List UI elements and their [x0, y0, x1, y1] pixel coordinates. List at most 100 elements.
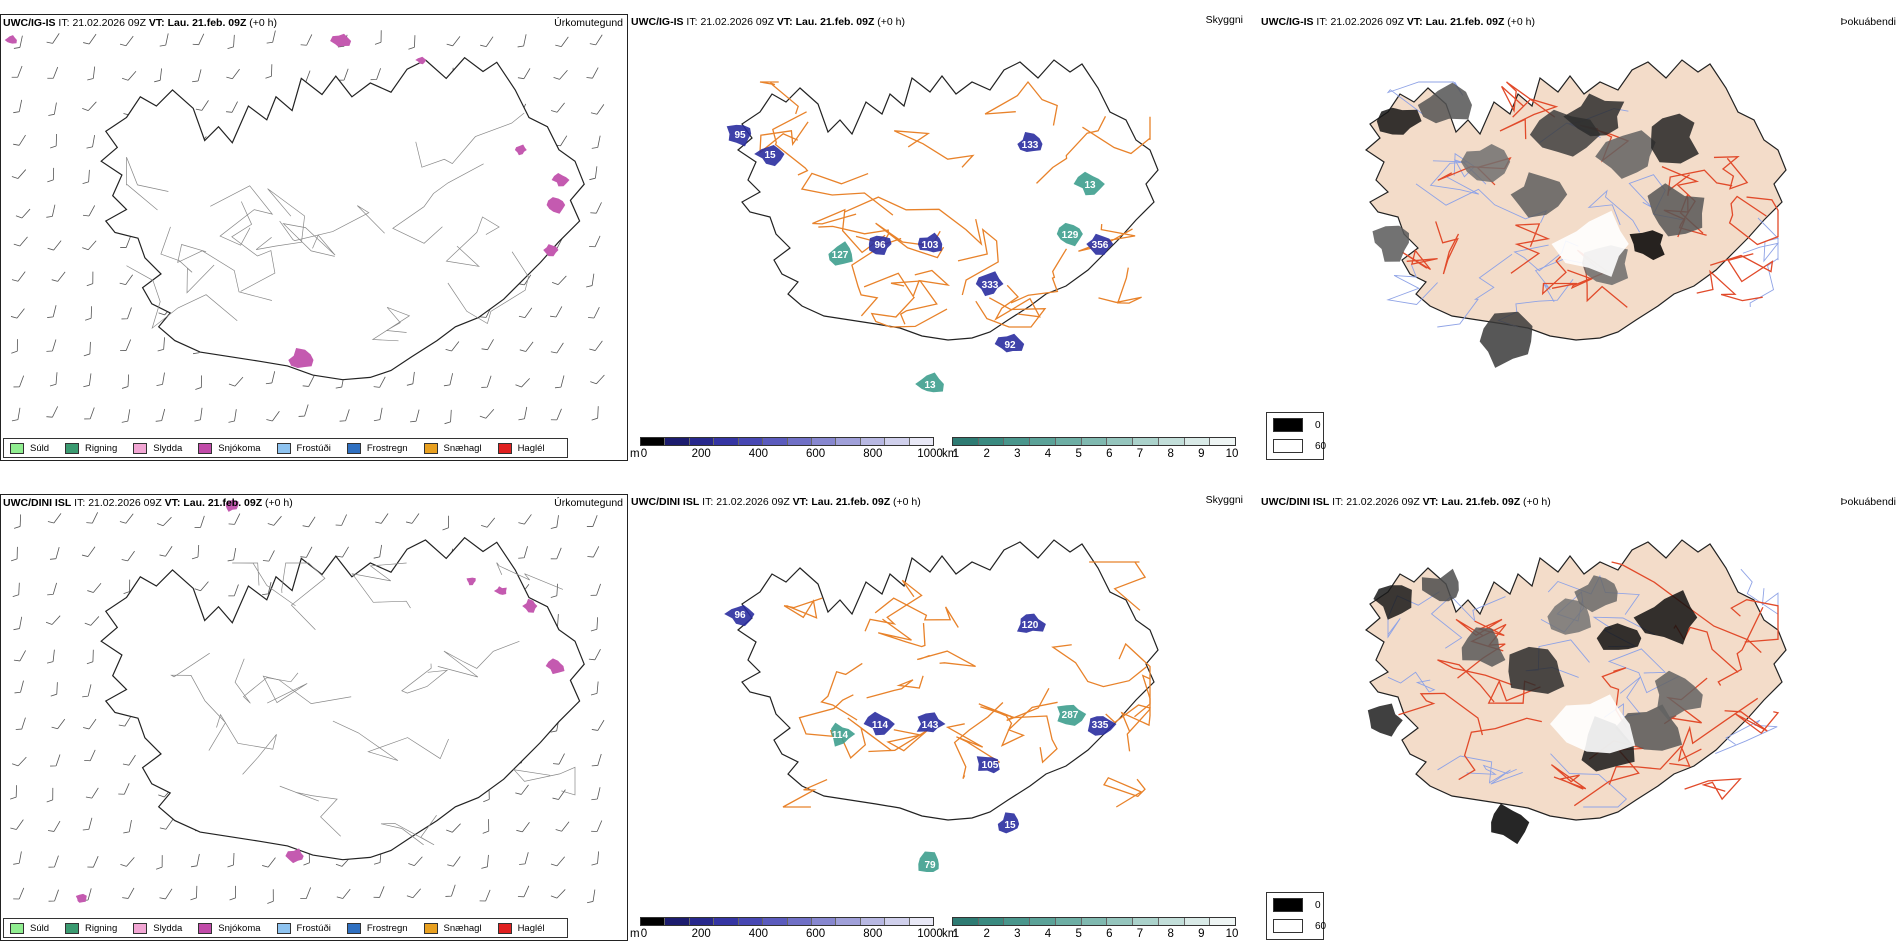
road-line — [1036, 116, 1107, 184]
road-line — [281, 562, 326, 631]
road-line — [890, 280, 938, 325]
wind-barb — [373, 376, 386, 388]
precip-legend-label: Snjókoma — [218, 922, 261, 934]
precip-legend-swatch — [423, 442, 438, 454]
wind-barb — [519, 852, 529, 865]
road-line — [975, 297, 1047, 328]
fog-indicator-area — [1574, 575, 1618, 613]
wind-barb — [50, 134, 57, 149]
wind-barb — [442, 515, 449, 531]
fog-indicator-map-row1: UWC/IG-IS IT: 21.02.2026 09Z VT: Lau. 21… — [1248, 14, 1900, 461]
it-label: IT: — [1332, 496, 1344, 508]
wind-barb — [190, 853, 200, 868]
vt-label: VT: — [1422, 496, 1439, 508]
wind-barb — [47, 167, 55, 183]
visibility-value-label: 95 — [734, 130, 746, 141]
wind-barb — [123, 819, 132, 834]
colorbar-tick-label: 4 — [1044, 448, 1052, 460]
colorbar-tick-label: 9 — [1198, 928, 1205, 940]
low-visibility-area — [754, 145, 785, 167]
precip-legend-label: Snjókoma — [218, 442, 261, 454]
snowfall-area — [288, 348, 314, 368]
wind-barb — [517, 68, 531, 80]
colorbar-tick-label: 800 — [863, 928, 883, 940]
wind-barb — [552, 789, 566, 800]
wind-barb — [121, 70, 137, 81]
wind-barb — [445, 884, 456, 897]
wind-barb — [589, 340, 603, 351]
road-line — [893, 130, 975, 168]
wind-barb — [120, 236, 131, 248]
wind-barb — [159, 546, 173, 557]
low-visibility-area — [1087, 716, 1117, 736]
wind-barb — [375, 513, 389, 524]
wind-barb — [14, 514, 22, 529]
visibility-value-label: 129 — [1062, 230, 1079, 241]
road-line — [126, 156, 169, 211]
road-line — [262, 675, 352, 704]
low-visibility-area — [976, 756, 1000, 774]
colorbar-segment — [811, 438, 837, 445]
meter-colorbar-strip — [640, 437, 934, 446]
wind-barb — [11, 271, 26, 282]
vt-value: Lau. 21.feb. 09Z — [1425, 16, 1505, 28]
wind-barb — [49, 372, 58, 387]
wind-barb — [13, 375, 25, 388]
wind-barb — [10, 785, 17, 800]
low-visibility-area — [1073, 171, 1105, 196]
wind-barb — [555, 36, 569, 47]
wind-barb — [159, 819, 174, 830]
wind-barb — [11, 65, 23, 78]
road-line — [1466, 764, 1517, 775]
fog-legend-label: 0 — [1315, 899, 1321, 911]
wind-barb — [13, 134, 26, 146]
snowfall-area — [225, 499, 239, 512]
visibility-km-colorbar: km 1 2 3 4 5 6 7 8 9 10 — [942, 915, 1242, 941]
visibility-value-label: 287 — [1062, 710, 1079, 721]
low-visibility-area — [918, 851, 939, 872]
wind-barb — [122, 887, 135, 899]
fog-indicator-area — [1479, 311, 1533, 368]
wind-barb — [157, 337, 165, 352]
road-line — [1728, 195, 1779, 246]
precip-legend-label: Súld — [30, 922, 50, 934]
precip-panel-title: Úrkomutegund — [554, 497, 623, 509]
wind-barb — [227, 547, 237, 562]
road-line — [1547, 574, 1640, 615]
wind-barb — [226, 101, 238, 113]
precip-legend-swatch — [65, 922, 80, 934]
wind-barb — [47, 305, 57, 318]
road-line — [177, 244, 272, 301]
road-line — [772, 111, 809, 176]
colorbar-segment — [738, 918, 764, 925]
precip-legend-swatch — [276, 442, 291, 454]
colorbar-segment — [885, 438, 910, 445]
vt-label: VT: — [792, 496, 809, 508]
colorbar-tick-label: 8 — [1167, 448, 1174, 460]
fog-indicator-area — [1461, 627, 1506, 667]
visibility-value-label: 356 — [1092, 240, 1109, 251]
wind-barb — [519, 341, 534, 352]
wind-barb — [13, 616, 23, 631]
low-visibility-area — [1057, 704, 1087, 726]
colorbar-segment — [978, 918, 1005, 925]
fog-indicator-area — [1596, 623, 1642, 650]
wind-barb — [336, 888, 351, 899]
wind-barb — [48, 889, 59, 902]
wind-barb — [370, 68, 381, 81]
precip-legend-swatch — [10, 442, 24, 454]
wind-barb — [267, 515, 282, 526]
it-value: 21.02.2026 09Z — [72, 17, 146, 29]
low-visibility-area — [1056, 222, 1083, 247]
snowfall-area — [415, 56, 427, 65]
precip-legend-label: Haglél — [517, 442, 545, 454]
snowfall-area — [493, 586, 507, 595]
road-line — [447, 251, 529, 325]
wind-barb — [550, 856, 565, 867]
precip-legend-swatch — [346, 922, 361, 934]
colorbar-tick-label: 7 — [1136, 448, 1144, 460]
visibility-value-label: 127 — [832, 250, 849, 261]
wind-barb — [85, 787, 99, 799]
road-line — [1717, 606, 1764, 686]
wind-barb — [47, 240, 62, 251]
